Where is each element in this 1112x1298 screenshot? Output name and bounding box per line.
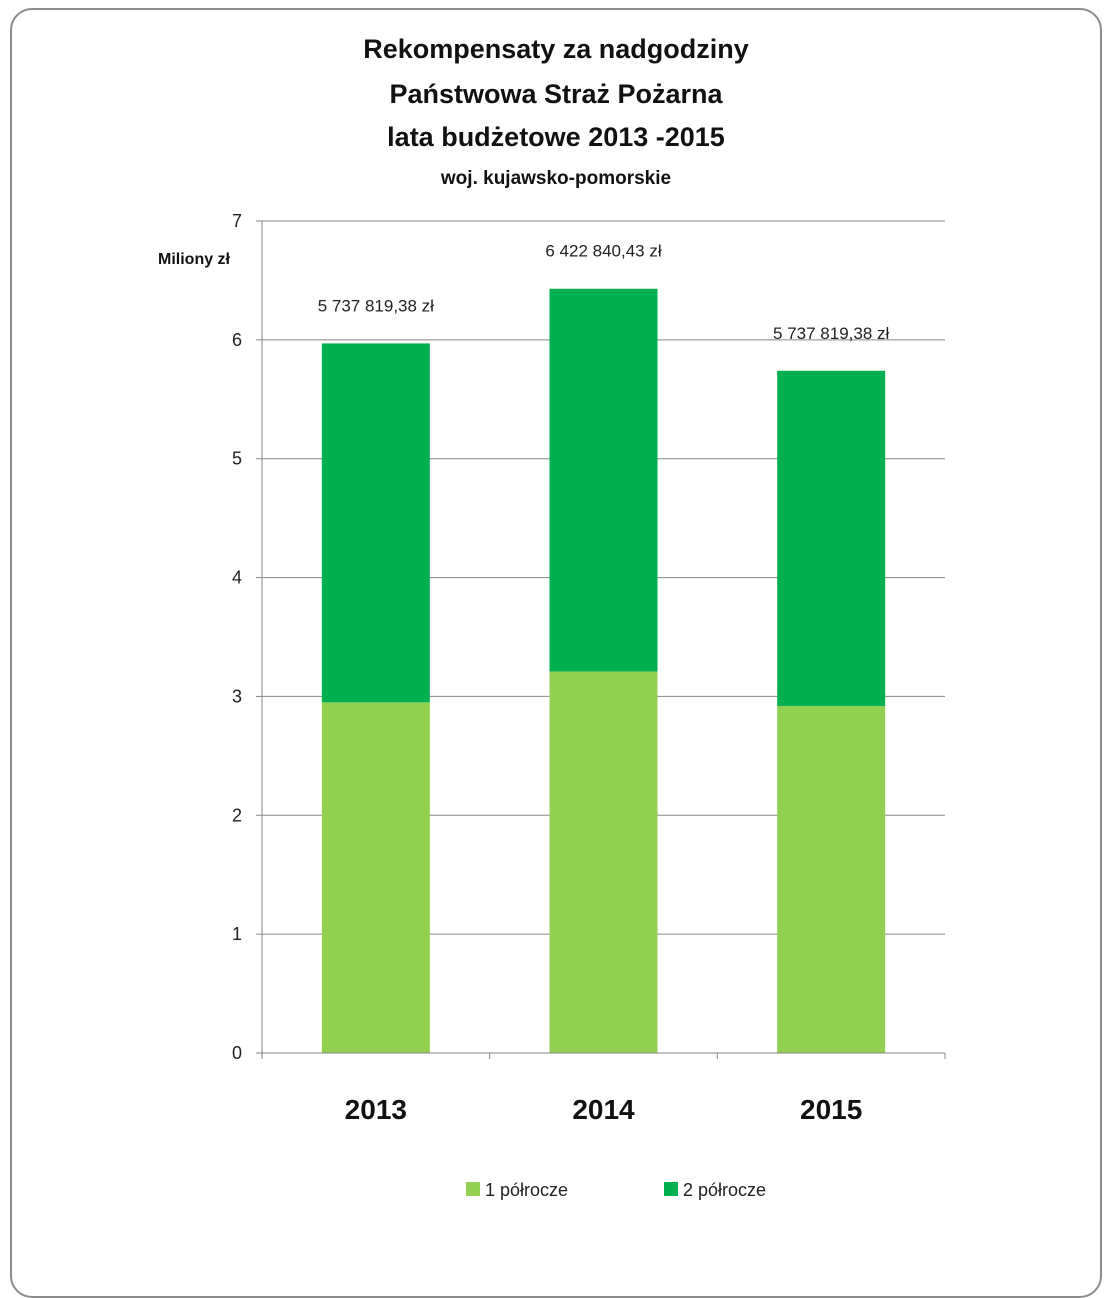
y-axis-label: Miliony zł — [158, 251, 231, 268]
y-tick-label: 7 — [232, 211, 242, 231]
total-data-label: 6 422 840,43 zł — [545, 242, 661, 261]
y-tick-label: 0 — [232, 1043, 242, 1063]
x-tick-label: 2014 — [572, 1094, 635, 1125]
chart-title-line-1: Rekompensaty za nadgodziny — [363, 34, 749, 64]
bar-2-2014 — [549, 288, 658, 672]
y-tick-label: 3 — [232, 686, 242, 706]
chart-title-line-2: Państwowa Straż Pożarna — [389, 79, 723, 109]
y-tick-label: 6 — [232, 330, 242, 350]
legend-swatch-2 — [664, 1182, 678, 1196]
y-tick-label: 4 — [232, 568, 242, 588]
x-tick-label: 2015 — [800, 1094, 862, 1125]
bar-1-2014 — [549, 671, 658, 1053]
legend-label-2: 2 półrocze — [683, 1180, 766, 1200]
bar-1-2015 — [777, 705, 886, 1053]
chart-title-line-3: lata budżetowe 2013 -2015 — [387, 122, 725, 152]
x-tick-label: 2013 — [345, 1094, 407, 1125]
y-tick-label: 5 — [232, 449, 242, 469]
y-tick-label: 2 — [232, 805, 242, 825]
chart-subtitle: woj. kujawsko-pomorskie — [440, 168, 672, 189]
y-tick-label: 1 — [232, 924, 242, 944]
bar-1-2013 — [321, 702, 430, 1053]
legend-swatch-1 — [466, 1182, 480, 1196]
bar-2-2015 — [777, 370, 886, 706]
total-data-label: 5 737 819,38 zł — [773, 324, 889, 343]
bar-2-2013 — [321, 343, 430, 703]
total-data-label: 5 737 819,38 zł — [318, 296, 434, 315]
legend-label-1: 1 półrocze — [485, 1180, 568, 1200]
